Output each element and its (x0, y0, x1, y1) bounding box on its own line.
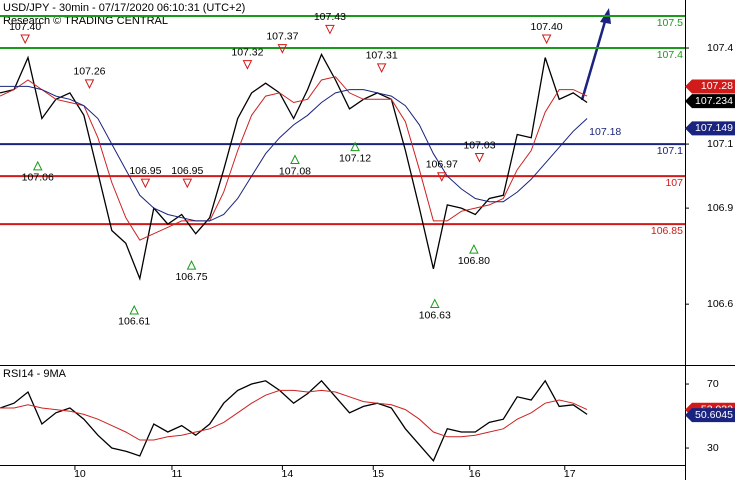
low-marker (32, 160, 43, 171)
high-marker (84, 79, 95, 89)
x-tick-label: 10 (74, 468, 86, 480)
y-tick-label: 30 (707, 442, 719, 454)
low-label: 106.63 (419, 309, 451, 321)
low-label: 107.08 (279, 165, 311, 177)
low-marker (186, 260, 197, 270)
low-label: 106.61 (118, 316, 150, 328)
high-label: 106.97 (426, 158, 458, 170)
high-marker (325, 24, 335, 35)
high-label: 106.95 (129, 165, 161, 177)
price-tag-label: 107.234 (695, 95, 733, 107)
high-marker (541, 34, 552, 45)
x-tick-label: 17 (564, 468, 576, 480)
low-marker (429, 298, 440, 309)
level-label: 106.85 (651, 225, 683, 237)
price-tag (685, 121, 735, 136)
low-label: 107.12 (339, 152, 371, 164)
ma-label: 107.18 (589, 126, 621, 138)
series-line (0, 85, 588, 222)
price-tag-label: 107.28 (701, 80, 733, 92)
high-label: 107.32 (231, 46, 263, 58)
high-marker (474, 152, 485, 163)
high-marker (376, 63, 387, 73)
y-tick-label: 70 (707, 378, 719, 390)
high-marker (277, 44, 288, 54)
series-line (0, 52, 588, 281)
high-marker (182, 178, 193, 189)
x-tick-label: 16 (469, 468, 481, 480)
x-tick-label: 15 (372, 468, 384, 480)
high-marker (140, 178, 151, 189)
y-tick-label: 107.4 (707, 42, 733, 54)
chart-subtitle: Research © TRADING CENTRAL (3, 15, 168, 27)
high-label: 107.03 (463, 139, 495, 151)
series-line (0, 389, 588, 441)
y-tick-label: 106.9 (707, 202, 733, 214)
high-label: 107.31 (366, 50, 398, 62)
low-label: 107.06 (22, 172, 54, 184)
high-label: 107.37 (266, 30, 298, 42)
chart-title: USD/JPY - 30min - 07/17/2020 06:10:31 (U… (3, 2, 245, 14)
low-marker (129, 304, 140, 315)
low-label: 106.80 (458, 255, 490, 267)
high-marker (20, 34, 30, 45)
level-label: 107.4 (657, 49, 683, 61)
level-label: 107 (665, 177, 683, 189)
high-label: 106.95 (171, 165, 203, 177)
high-label: 107.40 (531, 21, 563, 33)
level-label: 107.1 (657, 145, 683, 157)
series-line (0, 379, 588, 463)
rsi-title: RSI14 - 9MA (3, 368, 67, 380)
price-tag (685, 408, 735, 423)
high-marker (436, 172, 447, 182)
low-marker (290, 154, 300, 164)
low-marker (350, 141, 360, 152)
level-label: 107.5 (657, 17, 683, 29)
high-label: 107.43 (314, 11, 346, 23)
x-tick-label: 14 (282, 468, 294, 480)
series-line (0, 76, 588, 241)
y-tick-label: 106.6 (707, 298, 733, 310)
y-tick-label: 107.1 (707, 138, 733, 150)
price-tag-label: 107.149 (695, 122, 733, 134)
high-label: 107.40 (9, 21, 41, 33)
high-label: 107.26 (73, 66, 105, 78)
price-tag (685, 79, 735, 94)
low-label: 106.75 (175, 271, 207, 283)
arrow-line (580, 17, 608, 101)
x-tick-label: 11 (171, 468, 182, 480)
high-marker (242, 60, 253, 70)
low-marker (469, 244, 479, 254)
price-tag-label: 50.6045 (695, 409, 733, 421)
price-tag (685, 94, 735, 109)
